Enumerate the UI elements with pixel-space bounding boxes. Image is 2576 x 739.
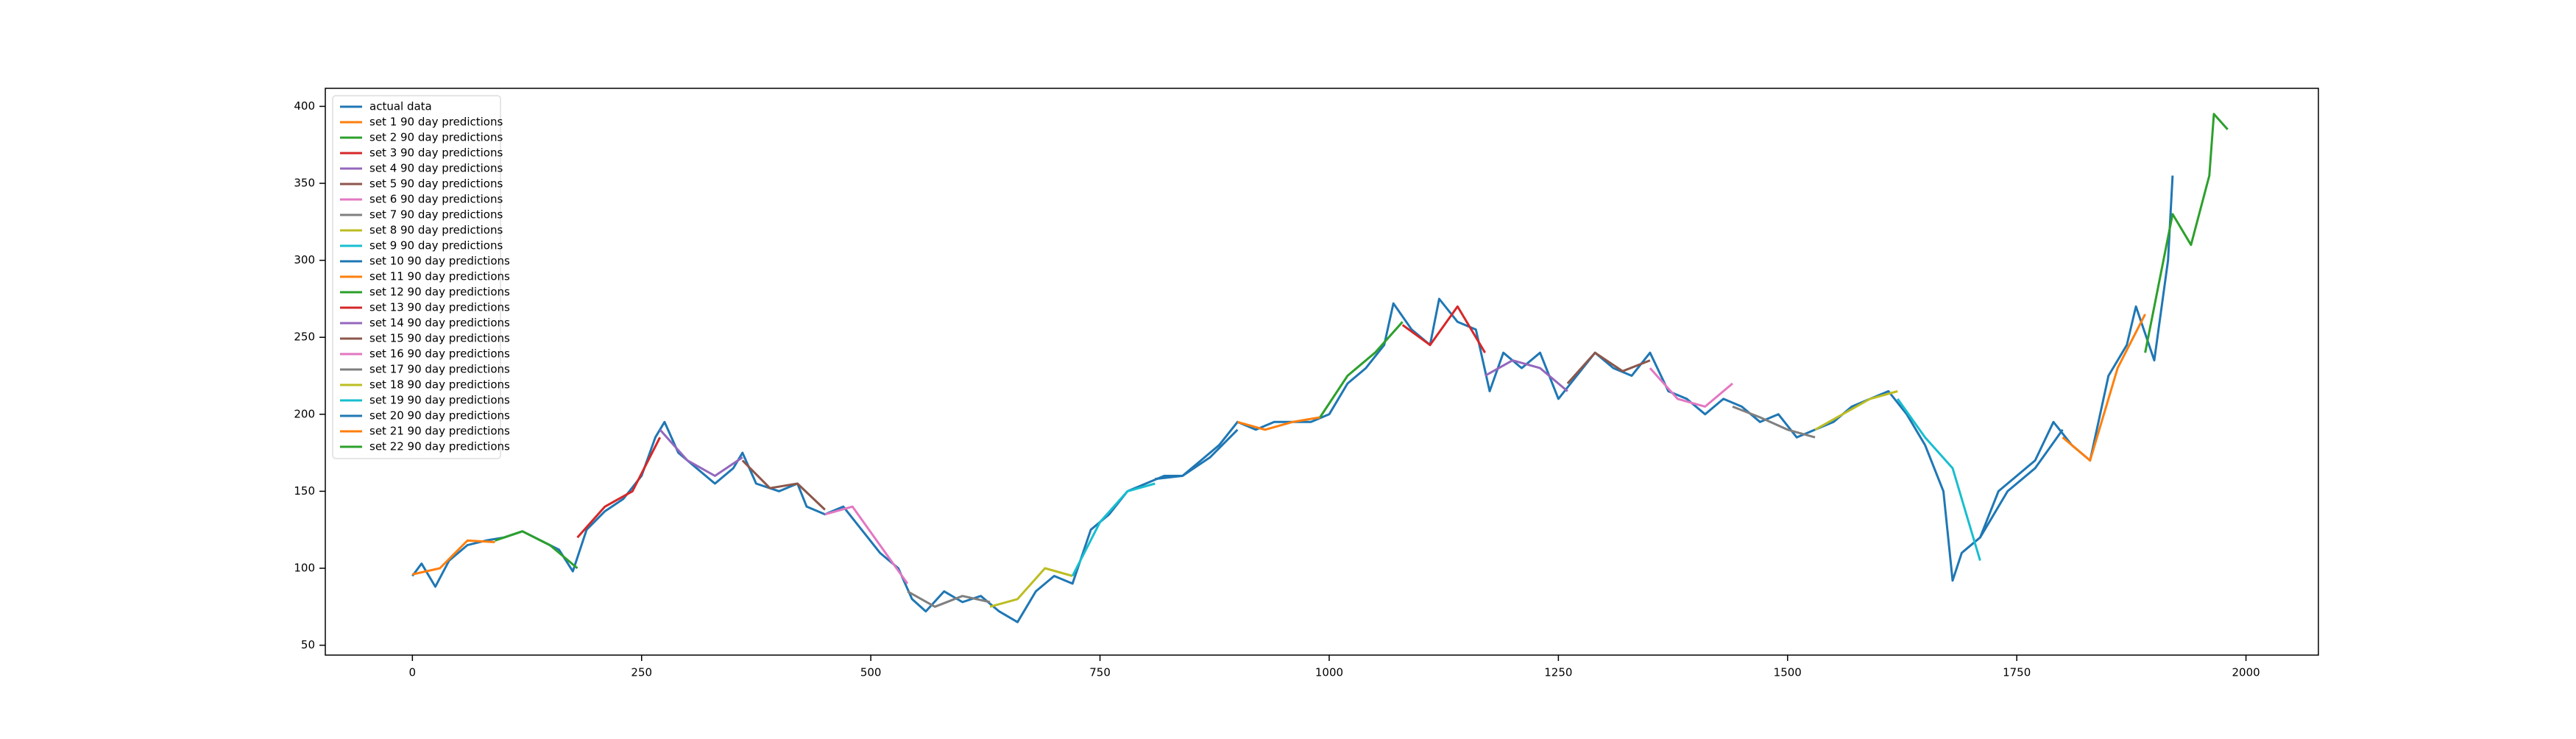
legend-label: set 9 90 day predictions: [369, 239, 503, 252]
legend-label: set 14 90 day predictions: [369, 317, 510, 330]
y-tick-label: 200: [294, 407, 315, 420]
x-tick-label: 750: [1089, 666, 1111, 679]
series-line: [411, 175, 2174, 623]
legend-label: set 7 90 day predictions: [369, 208, 503, 222]
y-tick-label: 100: [294, 562, 315, 575]
series-line: [1566, 351, 1651, 385]
series-line: [989, 567, 1073, 608]
y-tick-label: 300: [294, 253, 315, 266]
series-line: [576, 436, 662, 539]
y-tick-label: 250: [294, 330, 315, 344]
y-tick-label: 350: [294, 177, 315, 190]
series-line: [1649, 367, 1733, 408]
series-line: [1236, 416, 1320, 431]
y-tick-label: 150: [294, 484, 315, 498]
legend-label: set 13 90 day predictions: [369, 301, 510, 314]
series-line: [1484, 359, 1568, 392]
legend: actual data set 1 90 day predictions set 2…: [332, 95, 510, 459]
series-line: [2144, 113, 2229, 353]
legend-box: [332, 95, 501, 459]
legend-label: set 22 90 day predictions: [369, 440, 510, 453]
x-tick-label: 250: [631, 666, 652, 679]
series-line: [741, 459, 826, 511]
legend-label: set 5 90 day predictions: [369, 177, 503, 191]
legend-label: set 20 90 day predictions: [369, 409, 510, 422]
series-line: [411, 539, 495, 576]
series-line: [1071, 482, 1156, 577]
series-line: [1732, 406, 1816, 439]
legend-label: set 19 90 day predictions: [369, 394, 510, 407]
legend-label: set 6 90 day predictions: [369, 193, 503, 206]
legend-label: set 3 90 day predictions: [369, 146, 503, 160]
x-tick-label: 1250: [1544, 666, 1572, 679]
series-line: [824, 505, 909, 584]
legend-label: set 1 90 day predictions: [369, 116, 503, 129]
legend-label: set 4 90 day predictions: [369, 162, 503, 175]
series-line: [1401, 305, 1486, 353]
legend-label: set 2 90 day predictions: [369, 131, 503, 144]
plot-frame: [325, 88, 2319, 656]
legend-label: set 12 90 day predictions: [369, 286, 510, 299]
legend-label: set 17 90 day predictions: [369, 363, 510, 376]
x-tick-label: 1000: [1315, 666, 1343, 679]
y-tick-label: 400: [294, 99, 315, 113]
x-tick-label: 1500: [1774, 666, 1802, 679]
series-line: [1814, 390, 1898, 431]
legend-label: actual data: [369, 100, 432, 113]
x-tick-label: 1750: [2003, 666, 2031, 679]
legend-label: set 10 90 day predictions: [369, 255, 510, 268]
y-tick-label: 50: [301, 638, 315, 651]
series-line: [907, 590, 991, 608]
x-tick-label: 0: [409, 666, 417, 679]
x-tick-label: 500: [860, 666, 882, 679]
series-line: [1979, 428, 2064, 538]
series-line: [659, 428, 743, 477]
series-line: [1319, 321, 1404, 418]
legend-label: set 21 90 day predictions: [369, 425, 510, 438]
series-line: [494, 530, 578, 570]
legend-label: set 11 90 day predictions: [369, 270, 510, 283]
legend-label: set 15 90 day predictions: [369, 332, 510, 345]
series-line: [1155, 428, 1239, 481]
legend-label: set 16 90 day predictions: [369, 347, 510, 361]
series-line: [2062, 314, 2146, 462]
series-line: [1897, 398, 1981, 562]
legend-label: set 18 90 day predictions: [369, 378, 510, 392]
legend-label: set 8 90 day predictions: [369, 224, 503, 237]
x-tick-label: 2000: [2232, 666, 2260, 679]
